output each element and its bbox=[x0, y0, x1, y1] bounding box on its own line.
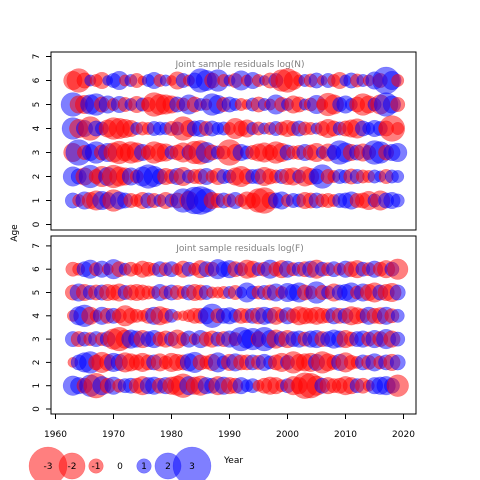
x-tick-label: 1990 bbox=[218, 430, 241, 440]
legend-label: -1 bbox=[92, 462, 101, 472]
legend: -3 -2 -1 0 1 2 3 bbox=[28, 446, 212, 480]
bubbles-logN bbox=[60, 66, 408, 215]
y-tick-label: 7 bbox=[32, 243, 42, 249]
bubble-age6-year2019 bbox=[391, 74, 405, 87]
bubble-age5-year2019 bbox=[390, 97, 406, 112]
legend-bubble bbox=[88, 458, 104, 474]
legend-bubble bbox=[172, 446, 212, 480]
y-axis-logN: 0 1 2 3 4 5 6 7 bbox=[32, 54, 51, 227]
x-tick-label: 2000 bbox=[276, 430, 299, 440]
y-tick-label: 2 bbox=[32, 360, 42, 366]
x-tick-label: 1980 bbox=[160, 430, 183, 440]
bubble-age2-year2019 bbox=[389, 354, 406, 371]
y-tick-label: 4 bbox=[32, 313, 42, 319]
bubble-age3-year2019 bbox=[390, 331, 406, 347]
bubble-age3-year2019 bbox=[388, 142, 408, 163]
chart-title-logF: Joint sample residuals log(F) bbox=[175, 244, 303, 254]
y-tick-label: 4 bbox=[32, 125, 42, 131]
x-tick-label: 1970 bbox=[102, 430, 125, 440]
x-tick-label: 2010 bbox=[334, 430, 357, 440]
bubble-age5-year2019 bbox=[389, 284, 406, 301]
legend-bubble bbox=[58, 452, 86, 480]
legend-bubble bbox=[136, 458, 152, 474]
legend-label: 0 bbox=[117, 462, 123, 472]
y-tick-label: 0 bbox=[32, 406, 42, 412]
y-tick-label: 1 bbox=[32, 383, 42, 389]
bubble-age1-year2019 bbox=[390, 193, 405, 208]
y-tick-label: 3 bbox=[32, 150, 42, 156]
legend-label: 3 bbox=[189, 462, 195, 472]
bubble-age4-year2019 bbox=[391, 122, 405, 135]
bubble-age6-year2019 bbox=[387, 258, 409, 280]
y-tick-label: 3 bbox=[32, 336, 42, 342]
bubble-age1-year2019 bbox=[386, 374, 409, 397]
residuals-logF-panel: Joint sample residuals log(F) 0 1 2 3 4 5 6 7 bbox=[32, 235, 417, 415]
y-axis-logF: 0 1 2 3 4 5 6 7 bbox=[32, 243, 51, 412]
y-tick-label: 0 bbox=[32, 221, 42, 227]
residuals-logN-panel: Joint sample residuals log(N) 0 1 2 3 4 5 6 7 bbox=[32, 51, 417, 231]
x-axis: 1960 1970 1980 1990 2000 2010 2020 bbox=[44, 413, 415, 440]
y-tick-label: 2 bbox=[32, 174, 42, 180]
legend-label: 1 bbox=[141, 462, 147, 472]
y-axis-label: Age bbox=[10, 224, 20, 242]
legend-label: -2 bbox=[68, 462, 77, 472]
y-tick-label: 1 bbox=[32, 198, 42, 204]
x-tick-label: 1960 bbox=[44, 430, 67, 440]
bubbles-logF bbox=[62, 258, 409, 399]
y-tick-label: 5 bbox=[32, 102, 42, 108]
bubble-age4-year2019 bbox=[390, 308, 405, 323]
x-tick-label: 2020 bbox=[392, 430, 415, 440]
legend-label: -3 bbox=[44, 462, 53, 472]
bubble-age2-year2019 bbox=[391, 170, 405, 183]
y-tick-label: 7 bbox=[32, 54, 42, 60]
y-tick-label: 6 bbox=[32, 77, 42, 83]
y-tick-label: 5 bbox=[32, 290, 42, 296]
chart-title-logN: Joint sample residuals log(N) bbox=[174, 60, 304, 70]
y-tick-label: 6 bbox=[32, 266, 42, 272]
x-axis-label: Year bbox=[223, 456, 243, 466]
legend-label: 2 bbox=[165, 462, 171, 472]
